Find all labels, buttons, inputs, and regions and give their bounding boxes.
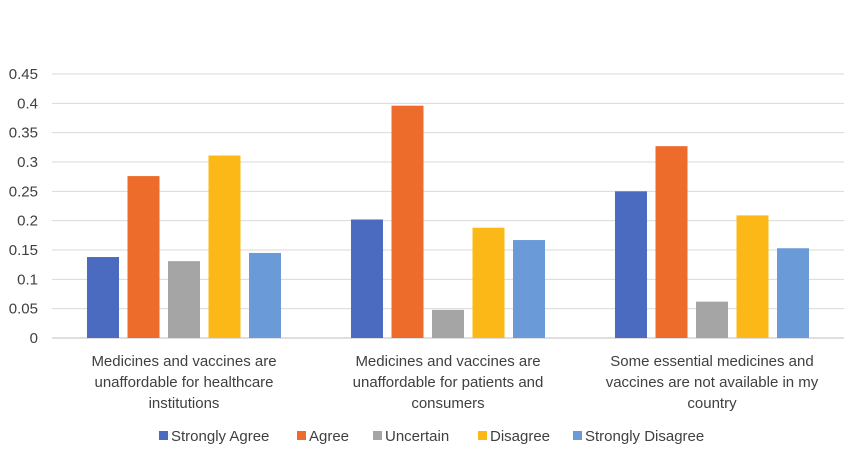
bar (513, 240, 545, 338)
y-axis: 0 0.05 0.1 0.15 0.2 0.25 0.3 0.35 0.4 0.45 (9, 66, 38, 347)
y-tick-label: 0.4 (17, 95, 38, 112)
x-tick-label: unaffordable for patients and (353, 374, 544, 391)
x-tick-label: unaffordable for healthcare (94, 374, 273, 391)
legend-swatch (297, 431, 306, 440)
bar (351, 219, 383, 338)
legend-label: Disagree (490, 428, 550, 445)
legend-label: Strongly Agree (171, 428, 269, 445)
legend: Strongly Agree Agree Uncertain Disagree Stro… (159, 428, 704, 445)
bar (777, 248, 809, 338)
bar (615, 191, 647, 338)
bar (432, 309, 464, 338)
y-tick-label: 0.2 (17, 213, 38, 230)
bar (655, 146, 688, 338)
bar (249, 252, 281, 338)
y-tick-label: 0.35 (9, 125, 38, 142)
y-tick-label: 0.25 (9, 183, 38, 200)
x-tick-label: Some essential medicines and (610, 353, 813, 370)
legend-label: Agree (309, 428, 349, 445)
legend-label: Uncertain (385, 428, 449, 445)
x-axis: Medicines and vaccines are unaffordable f… (91, 353, 818, 412)
x-tick-label: Medicines and vaccines are (91, 353, 276, 370)
y-tick-label: 0.05 (9, 301, 38, 318)
y-tick-label: 0.15 (9, 242, 38, 259)
y-tick-label: 0.1 (17, 271, 38, 288)
x-tick-label: institutions (149, 395, 220, 412)
x-tick-label: Medicines and vaccines are (355, 353, 540, 370)
bar (736, 215, 769, 338)
legend-swatch (373, 431, 382, 440)
legend-swatch (159, 431, 168, 440)
y-tick-label: 0 (30, 330, 38, 347)
bar (168, 261, 200, 338)
bar (472, 227, 505, 338)
bars (87, 105, 809, 339)
x-tick-label: vaccines are not available in my (606, 374, 819, 391)
x-tick-label: country (687, 395, 737, 412)
bar (391, 105, 424, 339)
legend-swatch (478, 431, 487, 440)
bar (696, 301, 728, 338)
bar (127, 176, 160, 338)
y-tick-label: 0.45 (9, 66, 38, 83)
legend-label: Strongly Disagree (585, 428, 704, 445)
bar (208, 155, 241, 338)
legend-swatch (573, 431, 582, 440)
y-tick-label: 0.3 (17, 154, 38, 171)
x-tick-label: consumers (411, 395, 484, 412)
bar (87, 257, 119, 338)
